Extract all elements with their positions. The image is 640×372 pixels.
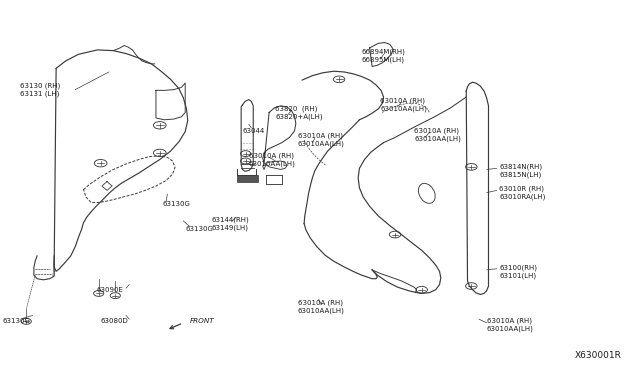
Text: 63010A (RH)
63010AA(LH): 63010A (RH) 63010AA(LH) xyxy=(380,97,428,112)
Text: 63144(RH)
63149(LH): 63144(RH) 63149(LH) xyxy=(212,216,250,231)
Text: FRONT: FRONT xyxy=(189,318,214,324)
Text: 63010A (RH)
63010AA(LH): 63010A (RH) 63010AA(LH) xyxy=(486,318,534,332)
Text: 63090E: 63090E xyxy=(96,287,123,293)
Text: 63080D: 63080D xyxy=(100,318,129,324)
Bar xyxy=(237,175,258,182)
Text: 63130 (RH)
63131 (LH): 63130 (RH) 63131 (LH) xyxy=(20,82,60,97)
Text: 63010A (RH)
63010AA(LH): 63010A (RH) 63010AA(LH) xyxy=(298,299,344,314)
Text: 63130G: 63130G xyxy=(163,201,190,208)
Text: 63820  (RH)
63820+A(LH): 63820 (RH) 63820+A(LH) xyxy=(275,105,323,120)
Text: 63010A (RH)
63010AA(LH): 63010A (RH) 63010AA(LH) xyxy=(298,133,344,147)
Text: 63130G: 63130G xyxy=(185,227,213,232)
Text: 63100(RH)
63101(LH): 63100(RH) 63101(LH) xyxy=(499,264,538,279)
Text: 63044: 63044 xyxy=(243,128,265,134)
Text: 63130G: 63130G xyxy=(2,318,30,324)
Text: X630001R: X630001R xyxy=(575,351,622,360)
Text: 63010R (RH)
63010RA(LH): 63010R (RH) 63010RA(LH) xyxy=(499,185,546,200)
Text: 66894M(RH)
66895M(LH): 66894M(RH) 66895M(LH) xyxy=(362,48,405,62)
Text: 63010A (RH)
63010AA(LH): 63010A (RH) 63010AA(LH) xyxy=(414,127,461,142)
Text: 63010A (RH)
63010AA(LH): 63010A (RH) 63010AA(LH) xyxy=(249,152,296,167)
Text: 63814N(RH)
63815N(LH): 63814N(RH) 63815N(LH) xyxy=(499,163,543,178)
